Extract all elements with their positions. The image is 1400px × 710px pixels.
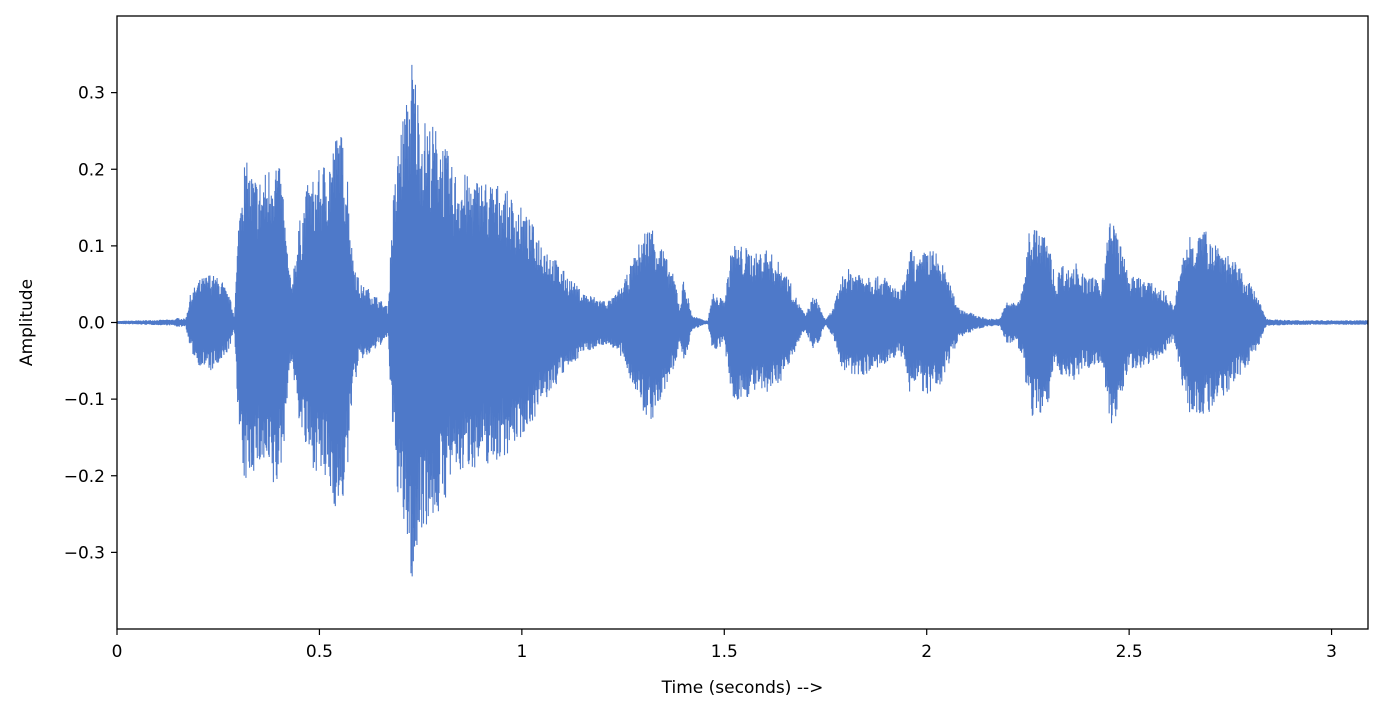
y-tick-label: 0.1 [78,237,105,257]
waveform-line [116,64,1369,577]
y-tick-label: −0.2 [64,467,105,487]
y-tick-label: 0.3 [78,84,105,104]
x-tick-label: 3 [1326,642,1337,662]
x-tick-label: 1 [516,642,527,662]
x-tick-label: 0.5 [306,642,333,662]
x-tick-label: 1.5 [711,642,738,662]
x-axis-label: Time (seconds) --> [661,678,824,698]
y-tick-label: −0.1 [64,390,105,410]
y-tick-label: −0.3 [64,543,105,563]
x-tick-label: 0 [112,642,123,662]
y-axis-label: Amplitude [17,279,37,366]
x-axis: 0 0.5 1 1.5 2 2.5 3 [112,629,1337,662]
y-tick-label: 0.0 [78,314,105,334]
plot-area [116,64,1369,577]
x-tick-label: 2 [921,642,932,662]
x-tick-label: 2.5 [1116,642,1143,662]
y-tick-label: 0.2 [78,160,105,180]
y-axis: −0.3 −0.2 −0.1 0.0 0.1 0.2 0.3 [64,84,117,563]
